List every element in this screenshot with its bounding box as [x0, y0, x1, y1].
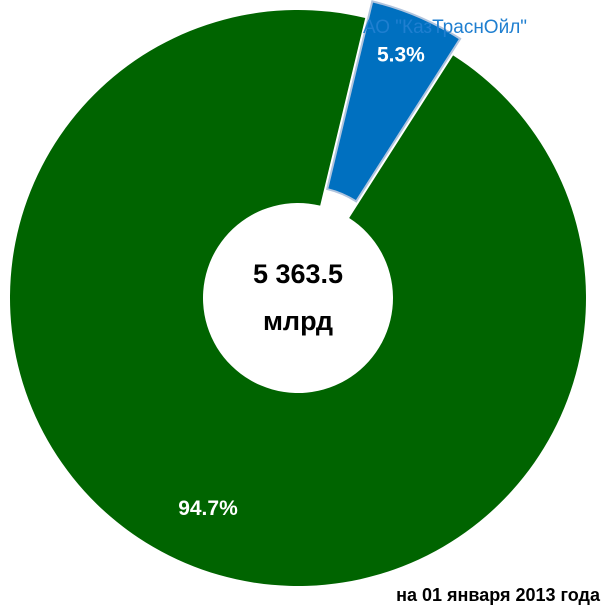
slice-label: 5.3%	[377, 44, 425, 67]
slice	[326, 0, 462, 203]
center-value: 5 363.5	[253, 259, 343, 289]
slice	[9, 9, 586, 586]
footnote: на 01 января 2013 года	[396, 585, 601, 605]
center-unit: млрд	[263, 306, 333, 336]
slice-label: 94.7%	[178, 497, 238, 520]
category-label: АО "КазТраснОйл"	[363, 17, 527, 38]
